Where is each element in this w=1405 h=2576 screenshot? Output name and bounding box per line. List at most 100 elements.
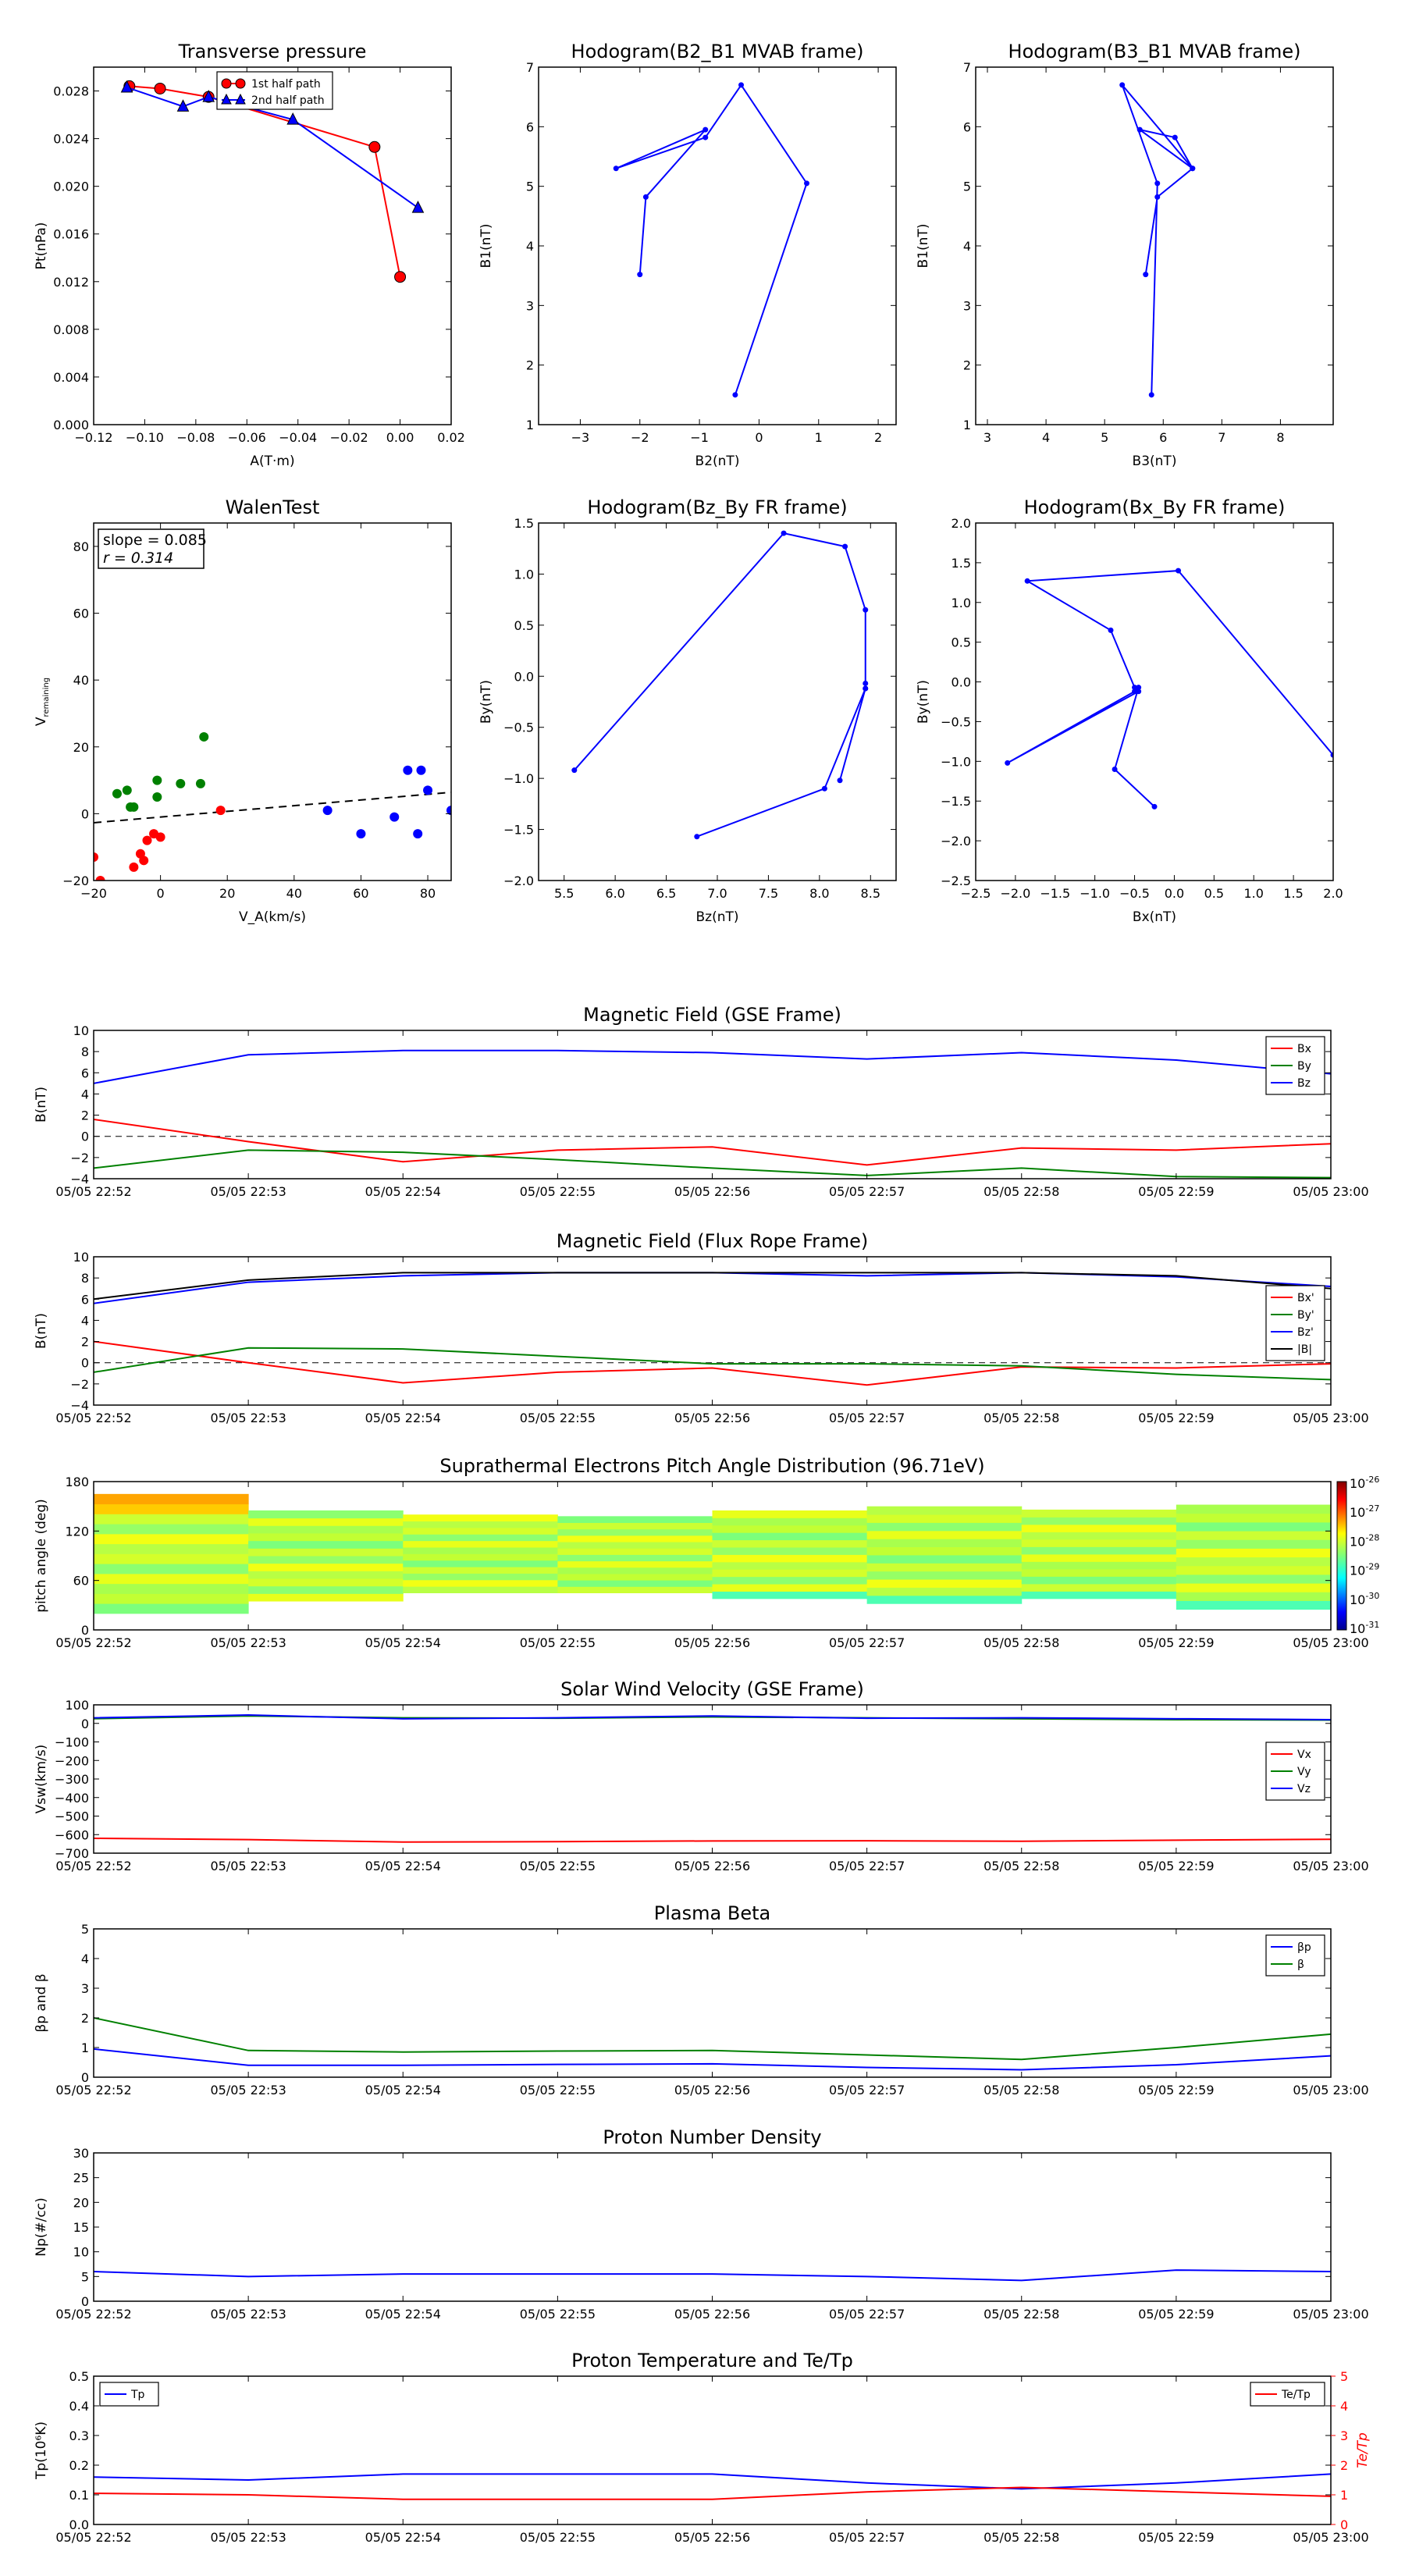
x-tick-label: 05/05 22:52 bbox=[55, 2530, 131, 2545]
x-tick-label: 1.5 bbox=[1283, 886, 1303, 901]
axes-frame bbox=[93, 2152, 1332, 2302]
y-axis-label: B(nT) bbox=[34, 1313, 49, 1349]
y-tick-label: 0.1 bbox=[69, 2488, 89, 2503]
data-point bbox=[411, 201, 425, 213]
x-tick-label: 05/05 23:00 bbox=[1293, 1411, 1368, 1425]
x-tick-label: −0.06 bbox=[228, 430, 266, 445]
x-tick-label: 5.5 bbox=[554, 886, 574, 901]
chart-mag-gse: Magnetic Field (GSE Frame) −4 −2 0 2 4 6 8 10 05/… bbox=[34, 1004, 1369, 1199]
x-tick-label: 05/05 22:54 bbox=[365, 2307, 441, 2322]
plot-area bbox=[94, 2473, 1331, 2500]
data-point bbox=[1108, 627, 1114, 633]
y-tick-label: 20 bbox=[73, 2195, 89, 2210]
legend: Te/Tp bbox=[1250, 2382, 1325, 2407]
y-tick-label: −1.5 bbox=[503, 823, 534, 838]
y-tick-label: 0.016 bbox=[53, 227, 89, 242]
y-tick-label: 6 bbox=[526, 119, 534, 134]
pad-cell bbox=[1176, 1504, 1331, 1514]
scatter-point bbox=[129, 862, 139, 872]
legend-box bbox=[1265, 1934, 1325, 1976]
pad-cell bbox=[557, 1535, 713, 1542]
pad-cell bbox=[94, 1533, 249, 1545]
pad-cell bbox=[248, 1585, 404, 1594]
series-line-0 bbox=[615, 84, 808, 396]
x-tick-label: −1.5 bbox=[1040, 886, 1070, 901]
scatter-point bbox=[403, 765, 413, 775]
series-line-2 bbox=[94, 1272, 1331, 1304]
y-tick-label: 2 bbox=[526, 358, 534, 373]
pad-cell bbox=[557, 1573, 713, 1581]
y-tick-label: −2 bbox=[70, 1377, 89, 1392]
data-point bbox=[781, 530, 787, 536]
axes-frame bbox=[93, 1704, 1332, 1854]
pad-cell bbox=[403, 1521, 558, 1528]
pad-cell bbox=[94, 1503, 249, 1514]
pad-column-4 bbox=[712, 1510, 868, 1599]
x-tick-label: 05/05 22:59 bbox=[1138, 1411, 1214, 1425]
pad-cell bbox=[1021, 1532, 1177, 1540]
y-tick-label: 8 bbox=[81, 1271, 89, 1286]
data-point bbox=[202, 90, 215, 102]
plot-area bbox=[94, 1272, 1331, 1386]
x-tick-label: 0 bbox=[157, 886, 165, 901]
y-tick-label: −2 bbox=[70, 1151, 89, 1165]
pad-cell bbox=[557, 1522, 713, 1530]
plot-area bbox=[94, 1049, 1331, 1179]
pad-cell bbox=[1021, 1524, 1177, 1532]
pad-cell bbox=[403, 1527, 558, 1535]
y2-tick-label: 2 bbox=[1340, 2458, 1348, 2473]
pad-cell bbox=[557, 1567, 713, 1574]
series-markers-0 bbox=[1005, 568, 1333, 809]
legend: Vx Vy Vz bbox=[1265, 1742, 1325, 1801]
chart-vsw: Solar Wind Velocity (GSE Frame) −700 −600 −… bbox=[34, 1678, 1369, 1873]
y-tick-label: 10 bbox=[73, 2245, 89, 2260]
pad-cell bbox=[1021, 1583, 1177, 1592]
x-tick-label: 2.0 bbox=[1323, 886, 1343, 901]
legend-label: Bz bbox=[1297, 1077, 1311, 1090]
pad-cell bbox=[1021, 1568, 1177, 1577]
y-tick-label: 0.008 bbox=[53, 322, 89, 337]
pad-cell bbox=[866, 1579, 1023, 1588]
x-tick-label: 05/05 22:52 bbox=[55, 2083, 131, 2097]
y-tick-label: 60 bbox=[73, 1574, 89, 1589]
y-axis-label: Np(#/cc) bbox=[34, 2197, 49, 2256]
pad-cell bbox=[248, 1571, 404, 1579]
pad-cell bbox=[712, 1510, 868, 1518]
x-tick-label: 05/05 23:00 bbox=[1293, 1859, 1368, 1873]
data-point bbox=[821, 785, 827, 792]
y-tick-label: −500 bbox=[55, 1809, 89, 1824]
pad-cell bbox=[94, 1593, 249, 1604]
x-tick-label: 0.0 bbox=[1165, 886, 1184, 901]
pad-cell bbox=[866, 1587, 1023, 1596]
pad-cell bbox=[866, 1563, 1023, 1572]
y2-axis-label: Te/Tp bbox=[1355, 2432, 1371, 2468]
data-point bbox=[176, 99, 190, 112]
legend-marker bbox=[235, 78, 246, 89]
pad-cell bbox=[248, 1563, 404, 1571]
y-tick-label: 120 bbox=[65, 1524, 89, 1539]
x-tick-label: 05/05 22:56 bbox=[674, 1859, 750, 1873]
plot-area bbox=[120, 80, 425, 283]
scatter-point bbox=[423, 785, 433, 795]
x-tick-label: 6.5 bbox=[656, 886, 676, 901]
x-tick-label: 05/05 22:52 bbox=[55, 2307, 131, 2322]
data-point bbox=[1119, 82, 1126, 88]
pad-cell bbox=[248, 1540, 404, 1549]
pad-cell bbox=[248, 1510, 404, 1519]
pad-cell bbox=[866, 1554, 1023, 1564]
axes-frame bbox=[93, 522, 452, 881]
x-tick-label: 05/05 22:54 bbox=[365, 2083, 441, 2097]
x-tick-label: 20 bbox=[219, 886, 235, 901]
plot-area bbox=[1119, 82, 1196, 398]
pad-cell bbox=[248, 1517, 404, 1526]
pad-cell bbox=[1176, 1600, 1331, 1610]
x-tick-label: 05/05 22:58 bbox=[984, 2083, 1059, 2097]
pad-cell bbox=[248, 1548, 404, 1557]
data-point bbox=[571, 767, 578, 774]
pad-cell bbox=[1021, 1591, 1177, 1599]
x-tick-label: 05/05 22:53 bbox=[210, 2307, 286, 2322]
x-tick-label: 05/05 22:55 bbox=[520, 1859, 596, 1873]
data-point bbox=[286, 112, 299, 125]
data-point bbox=[1132, 685, 1138, 691]
x-tick-label: 05/05 22:52 bbox=[55, 1859, 131, 1873]
